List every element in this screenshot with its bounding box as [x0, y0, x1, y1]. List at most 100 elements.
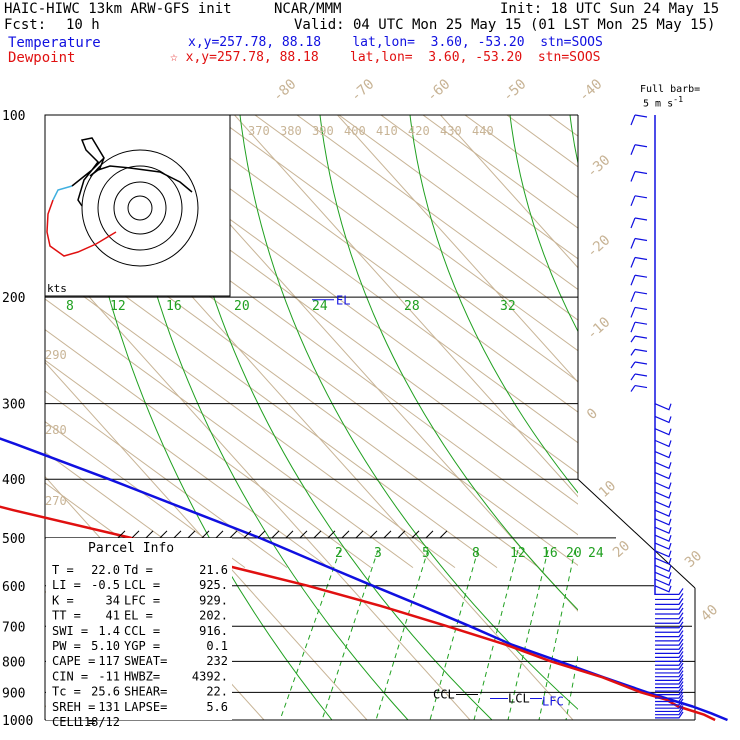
- hatch-mark: [187, 530, 196, 539]
- isotherm-line: [337, 115, 578, 383]
- wind-barb: [654, 550, 672, 558]
- mixing-ratio-label: 32: [500, 299, 516, 314]
- parcel-info-bg: [46, 538, 232, 720]
- isotherm-label: 30: [682, 548, 705, 571]
- hodograph-ring: [127, 195, 153, 221]
- mixing-ratio-label: 12: [510, 546, 526, 561]
- dry-adiabat-line: [45, 451, 204, 569]
- frame-right-slant: [577, 478, 696, 589]
- el-label: EL: [336, 294, 350, 308]
- dry-adiabat-line: [45, 267, 456, 569]
- dry-adiabat-line: [45, 482, 162, 569]
- wind-barb: [655, 688, 684, 696]
- wind-barb: [655, 695, 684, 703]
- hatch-mark: [145, 530, 154, 539]
- wind-barb: [654, 578, 672, 586]
- temperature-location: x,y=257.78, 88.18 lat,lon= 3.60, -53.20 …: [188, 35, 603, 50]
- wind-barb: [630, 170, 648, 182]
- mixing-ratio-label: 20: [566, 546, 582, 561]
- parcel-label: Td =: [124, 563, 153, 577]
- mixing-ratio-label: 8: [66, 299, 74, 314]
- mixing-ratio-label: 12: [110, 299, 126, 314]
- parcel-value: 232: [206, 654, 228, 668]
- isotherm-label: 10: [596, 478, 619, 501]
- wind-barb: [654, 428, 672, 436]
- dry-adiabat-line: [212, 115, 578, 383]
- mixing-ratio-line: [279, 549, 341, 720]
- wind-barb: [655, 655, 684, 662]
- dry-adiabat-line: [506, 115, 578, 168]
- wind-barb: [654, 564, 672, 573]
- mixing-ratio-line: [375, 549, 429, 720]
- wind-barb: [630, 274, 648, 286]
- isotherm-label: -20: [584, 232, 614, 261]
- hodograph-upper-trace: [71, 137, 193, 207]
- wind-barb: [655, 612, 684, 620]
- hatch-mark: [243, 530, 252, 539]
- wind-barb: [630, 195, 648, 207]
- isotherm-label: 40: [698, 602, 721, 625]
- theta-label: 420: [408, 124, 430, 138]
- wind-barb: [655, 588, 684, 595]
- parcel-value: 118/12: [77, 715, 120, 729]
- hatch-mark: [271, 530, 280, 539]
- wind-barb: [655, 616, 684, 624]
- barb-note-line2: 5 m s-1: [643, 94, 684, 110]
- dry-adiabat-line: [464, 115, 578, 199]
- pressure-tick-label: 700: [2, 620, 25, 635]
- isotherm-label: 0: [584, 405, 601, 423]
- wind-barb: [655, 705, 684, 713]
- lfc-label: LFC: [542, 695, 564, 709]
- parcel-label: CIN =: [52, 669, 88, 683]
- parcel-label: HWBZ=: [124, 669, 160, 683]
- hatch-mark: [341, 530, 350, 539]
- parcel-label: LAPSE=: [124, 700, 167, 714]
- parcel-value: 929.: [199, 593, 228, 607]
- init-time: Init: 18 UTC Sun 24 May 15: [500, 1, 720, 17]
- dry-adiabat-line: [717, 115, 740, 568]
- valid-time: Valid: 04 UTC Mon 25 May 15 (01 LST Mon …: [294, 17, 716, 33]
- wind-barb: [630, 373, 648, 381]
- wind-barb: [655, 621, 684, 629]
- forecast-hour: 10 h: [66, 17, 100, 33]
- parcel-value: -11: [98, 669, 120, 683]
- parcel-info-panel: [46, 538, 232, 720]
- hodograph-ring: [97, 165, 183, 251]
- isotherm-label: -80: [270, 76, 300, 105]
- parcel-value: 21.6: [199, 563, 228, 577]
- wind-barb: [654, 491, 672, 499]
- parcel-label: SWI =: [52, 624, 88, 638]
- parcel-label: T =: [52, 563, 74, 577]
- dewpoint-location: ☆ x,y=257.78, 88.18 lat,lon= 3.60, -53.2…: [170, 50, 600, 66]
- wind-barb: [655, 625, 684, 633]
- moist-adiabat-line: [239, 115, 578, 710]
- hatch-mark: [159, 530, 168, 539]
- wind-barb: [655, 658, 684, 666]
- wind-barb: [630, 384, 648, 392]
- mixing-ratio-line: [429, 549, 479, 720]
- wind-barb: [655, 598, 684, 605]
- dry-adiabat-line: [45, 237, 498, 569]
- mixing-ratio-label: 8: [472, 546, 480, 561]
- theta-label-left: 290: [45, 348, 67, 362]
- temperature-profile: [0, 437, 728, 722]
- parcel-label: CAPE =: [52, 654, 95, 668]
- isotherm-line: [234, 115, 578, 498]
- hatch-mark: [355, 530, 364, 539]
- hatch-mark: [215, 530, 224, 539]
- hodograph-inset: [44, 114, 231, 297]
- temperature-legend: Temperature: [8, 35, 101, 51]
- wind-barb: [630, 291, 648, 303]
- parcel-label: LCL =: [124, 578, 160, 592]
- hatch-mark: [439, 530, 448, 539]
- wind-barb: [655, 674, 684, 681]
- mixing-ratio-label: 20: [234, 299, 250, 314]
- mixing-ratio-label: 28: [404, 299, 420, 314]
- wind-barb: [655, 701, 684, 709]
- pressure-tick-label: 200: [2, 291, 25, 306]
- moist-adiabat-line: [509, 115, 578, 333]
- wind-barb: [654, 500, 672, 509]
- mixing-ratio-line: [507, 549, 549, 720]
- pressure-tick-label: 600: [2, 580, 25, 595]
